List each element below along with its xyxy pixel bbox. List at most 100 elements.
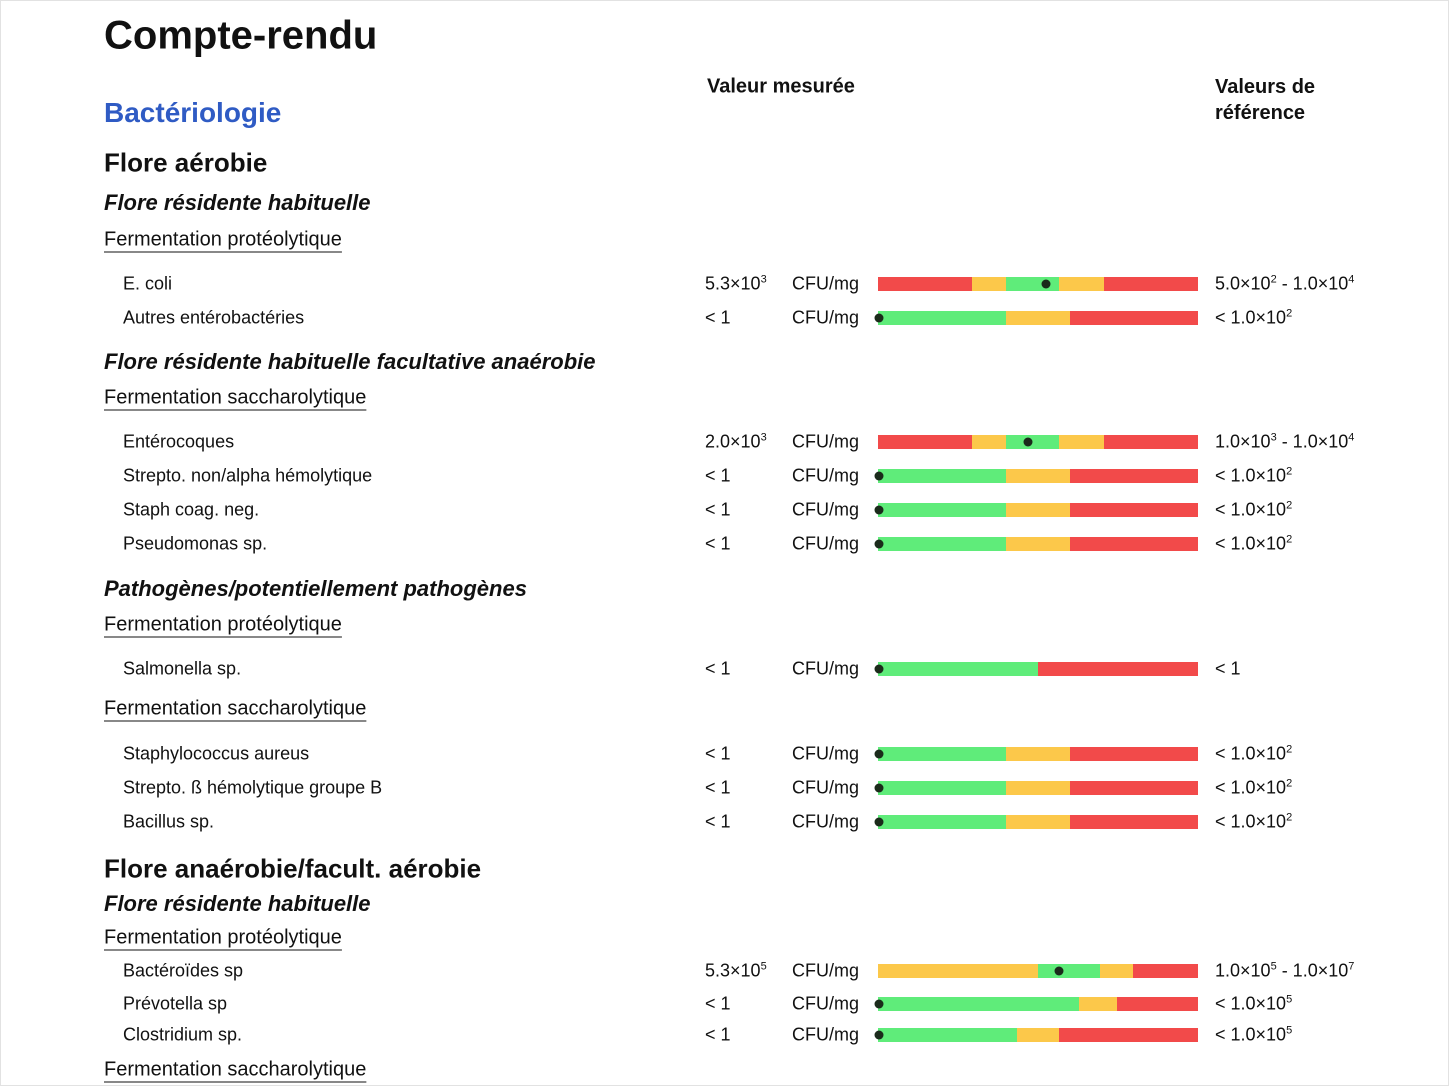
- range-segment: [1104, 435, 1198, 449]
- superscript: 5: [1286, 1024, 1293, 1037]
- reference-range: < 1.0×102: [1215, 778, 1292, 799]
- text-part: < 1: [705, 811, 731, 832]
- range-segment: [1006, 311, 1070, 325]
- text-part: < 1: [705, 658, 731, 679]
- group-title: Flore anaérobie/facult. aérobie: [104, 853, 482, 884]
- text-part: - 1.0×10: [1276, 273, 1349, 294]
- superscript: 2: [1286, 811, 1293, 824]
- superscript: 2: [1286, 743, 1293, 756]
- value-marker: [874, 664, 884, 674]
- measured-value: < 1: [705, 778, 731, 799]
- range-bar: [878, 503, 1198, 517]
- report-title: Compte-rendu: [104, 13, 378, 58]
- range-segment: [1070, 747, 1198, 761]
- text-part: 1.0×10: [1215, 960, 1271, 981]
- range-bar: [878, 815, 1198, 829]
- superscript: 4: [1348, 431, 1355, 444]
- subgroup-title: Pathogènes/potentiellement pathogènes: [104, 576, 527, 601]
- reference-range: < 1.0×102: [1215, 308, 1292, 329]
- range-segment: [878, 964, 1038, 978]
- range-segment: [1070, 469, 1198, 483]
- reference-range: 5.0×102 - 1.0×104: [1215, 274, 1354, 295]
- superscript: 2: [1286, 777, 1293, 790]
- text-part: 5.3×10: [705, 273, 761, 294]
- range-bar: [878, 435, 1198, 449]
- range-segment: [1133, 964, 1198, 978]
- value-marker: [1054, 966, 1064, 976]
- measured-value: < 1: [705, 744, 731, 765]
- text-part: < 1.0×10: [1215, 533, 1287, 554]
- range-segment: [878, 662, 1038, 676]
- range-segment: [878, 747, 1006, 761]
- text-part: 1.0×10: [1215, 431, 1271, 452]
- reference-range: < 1.0×102: [1215, 812, 1292, 833]
- organism-name: Clostridium sp.: [123, 1024, 243, 1045]
- reference-range: < 1.0×102: [1215, 466, 1292, 487]
- measured-value: 2.0×103: [705, 432, 767, 453]
- range-segment: [1038, 662, 1198, 676]
- measured-value: < 1: [705, 500, 731, 521]
- measured-value: 5.3×103: [705, 274, 767, 295]
- organism-name: Strepto. non/alpha hémolytique: [123, 465, 373, 486]
- text-part: < 1.0×10: [1215, 777, 1287, 798]
- organism-name: Staphylococcus aureus: [123, 743, 310, 764]
- fermentation-title: Fermentation protéolytique: [104, 613, 342, 636]
- fermentation-title: Fermentation protéolytique: [104, 926, 342, 949]
- text-part: < 1: [705, 1024, 731, 1045]
- range-segment: [1070, 815, 1198, 829]
- range-segment: [1100, 964, 1133, 978]
- value-marker: [874, 817, 884, 827]
- unit: CFU/mg: [792, 307, 859, 328]
- range-segment: [1070, 781, 1198, 795]
- range-segment: [1070, 503, 1198, 517]
- range-bar: [878, 277, 1198, 291]
- range-segment: [1006, 469, 1070, 483]
- text-part: 5.0×10: [1215, 273, 1271, 294]
- range-segment: [1070, 537, 1198, 551]
- range-bar: [878, 537, 1198, 551]
- superscript: 2: [1286, 465, 1293, 478]
- range-segment: [878, 997, 1079, 1011]
- text-part: < 1.0×10: [1215, 465, 1287, 486]
- text-part: < 1: [705, 777, 731, 798]
- measured-value: < 1: [705, 534, 731, 555]
- reference-range: < 1.0×105: [1215, 1025, 1292, 1046]
- value-marker: [874, 999, 884, 1009]
- unit: CFU/mg: [792, 658, 859, 679]
- range-segment: [1006, 815, 1070, 829]
- text-part: 5.3×10: [705, 960, 761, 981]
- group-title: Flore aérobie: [104, 147, 268, 178]
- text-part: < 1: [705, 307, 731, 328]
- text-part: < 1: [705, 993, 731, 1014]
- unit: CFU/mg: [792, 993, 859, 1014]
- superscript: 5: [760, 960, 767, 973]
- value-marker: [874, 749, 884, 759]
- measured-value: < 1: [705, 1025, 731, 1046]
- unit: CFU/mg: [792, 1024, 859, 1045]
- unit: CFU/mg: [792, 465, 859, 486]
- range-segment: [878, 503, 1006, 517]
- range-bar: [878, 964, 1198, 978]
- value-marker: [874, 505, 884, 515]
- organism-name: Entérocoques: [123, 431, 235, 452]
- range-segment: [1038, 964, 1100, 978]
- range-segment: [878, 815, 1006, 829]
- range-segment: [1006, 503, 1070, 517]
- unit: CFU/mg: [792, 533, 859, 554]
- unit: CFU/mg: [792, 743, 859, 764]
- superscript: 5: [1270, 960, 1277, 973]
- range-bar: [878, 662, 1198, 676]
- reference-range: 1.0×105 - 1.0×107: [1215, 961, 1354, 982]
- range-segment: [1006, 435, 1059, 449]
- unit: CFU/mg: [792, 499, 859, 520]
- organism-name: Autres entérobactéries: [123, 307, 305, 328]
- organism-name: E. coli: [123, 273, 173, 294]
- superscript: 3: [1270, 431, 1277, 444]
- superscript: 4: [1348, 273, 1355, 286]
- range-segment: [1117, 997, 1198, 1011]
- text-part: < 1: [705, 533, 731, 554]
- organism-name: Pseudomonas sp.: [123, 533, 268, 554]
- text-part: < 1.0×10: [1215, 499, 1287, 520]
- text-part: < 1.0×10: [1215, 743, 1287, 764]
